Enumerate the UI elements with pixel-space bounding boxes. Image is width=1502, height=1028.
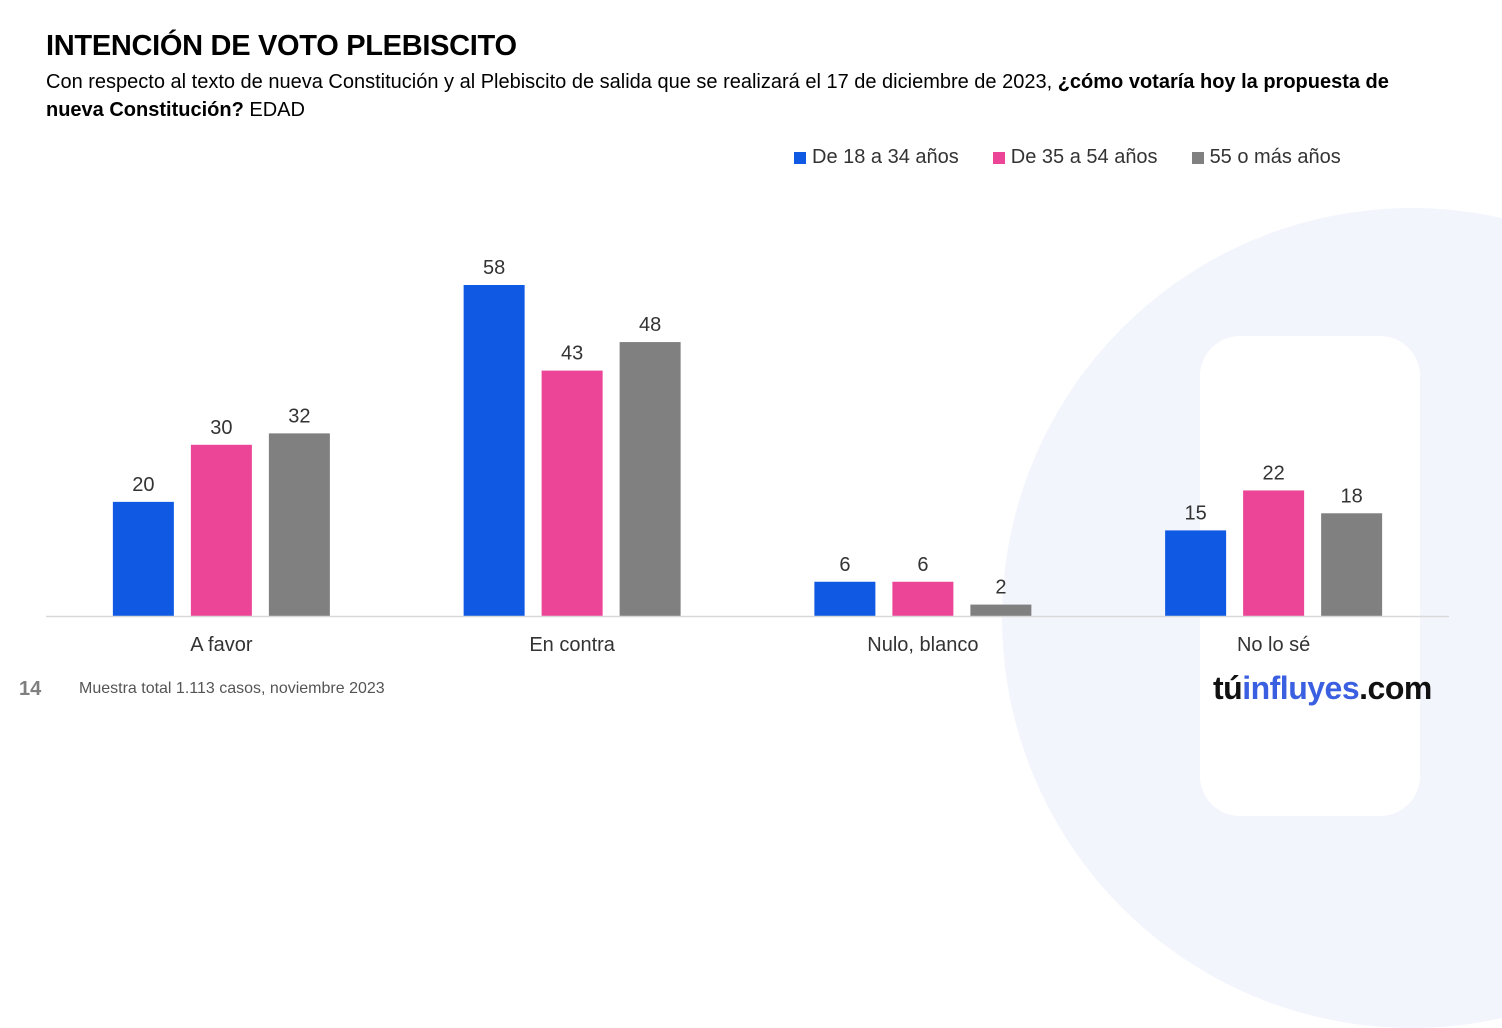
legend-item-18-34: De 18 a 34 años	[794, 146, 959, 169]
legend-swatch	[794, 151, 806, 164]
subtitle-question: ¿cómo votaría hoy la propuesta de nueva …	[46, 71, 1389, 121]
bar-en-contra-series-1	[463, 285, 525, 616]
legend-swatch	[1191, 151, 1204, 164]
x-tick-label: A favor	[190, 634, 253, 656]
legend-label: De 35 a 54 años	[1010, 146, 1158, 168]
data-label: 32	[288, 405, 310, 427]
data-label: 20	[132, 474, 154, 496]
data-label: 22	[1263, 462, 1285, 484]
data-label: 15	[1185, 502, 1207, 524]
legend-item-55-plus: 55 o más años	[1191, 146, 1341, 169]
sample-note: Muestra total 1.113 casos, noviembre 202…	[79, 680, 385, 697]
data-label: 30	[210, 417, 232, 439]
data-label: 18	[1341, 485, 1363, 507]
data-label: 2	[995, 577, 1006, 599]
page-subtitle: Con respecto al texto de nueva Constituc…	[46, 68, 1406, 124]
data-label: 58	[483, 257, 505, 279]
data-label: 48	[639, 314, 661, 336]
data-label: 6	[917, 554, 928, 576]
bar-nulo-blanco-series-1	[814, 581, 876, 616]
bar-no-lo-s--series-3	[1321, 513, 1383, 616]
page-title: INTENCIÓN DE VOTO PLEBISCITO	[46, 30, 517, 62]
x-tick-label: No lo sé	[1237, 634, 1310, 656]
x-tick-label: En contra	[529, 634, 615, 656]
logo-part-influyes: influyes	[1242, 670, 1360, 706]
legend-item-35-54: De 35 a 54 años	[992, 146, 1158, 169]
bar-en-contra-series-2	[541, 370, 603, 616]
bar-no-lo-s--series-1	[1165, 530, 1227, 616]
bar-nulo-blanco-series-2	[892, 581, 954, 616]
bar-nulo-blanco-series-3	[970, 604, 1032, 616]
legend-label: De 18 a 34 años	[812, 146, 959, 168]
legend-label: 55 o más años	[1209, 146, 1341, 168]
bar-chart: 20 30 32 A favor 58 43 48 En contra 6 6 2 Nulo, bla…	[46, 257, 1449, 656]
legend-swatch	[992, 151, 1005, 164]
chart-legend: De 18 a 34 años De 35 a 54 años 55 o más…	[794, 146, 1341, 169]
brand-logo: túinfluyes.com	[1213, 670, 1432, 707]
data-label: 6	[839, 554, 850, 576]
subtitle-segment: EDAD	[243, 99, 305, 121]
data-label: 43	[561, 343, 583, 365]
bar-a-favor-series-3	[268, 433, 330, 616]
bar-a-favor-series-2	[190, 444, 252, 616]
logo-part-com: .com	[1359, 670, 1432, 706]
logo-part-tu: tú	[1213, 670, 1243, 706]
page-number: 14	[19, 678, 42, 700]
subtitle-text: Con respecto al texto de nueva Constituc…	[46, 71, 1058, 93]
bar-a-favor-series-1	[112, 501, 174, 616]
bar-no-lo-s--series-2	[1243, 490, 1305, 616]
bar-en-contra-series-3	[619, 342, 681, 616]
x-tick-label: Nulo, blanco	[867, 634, 978, 656]
